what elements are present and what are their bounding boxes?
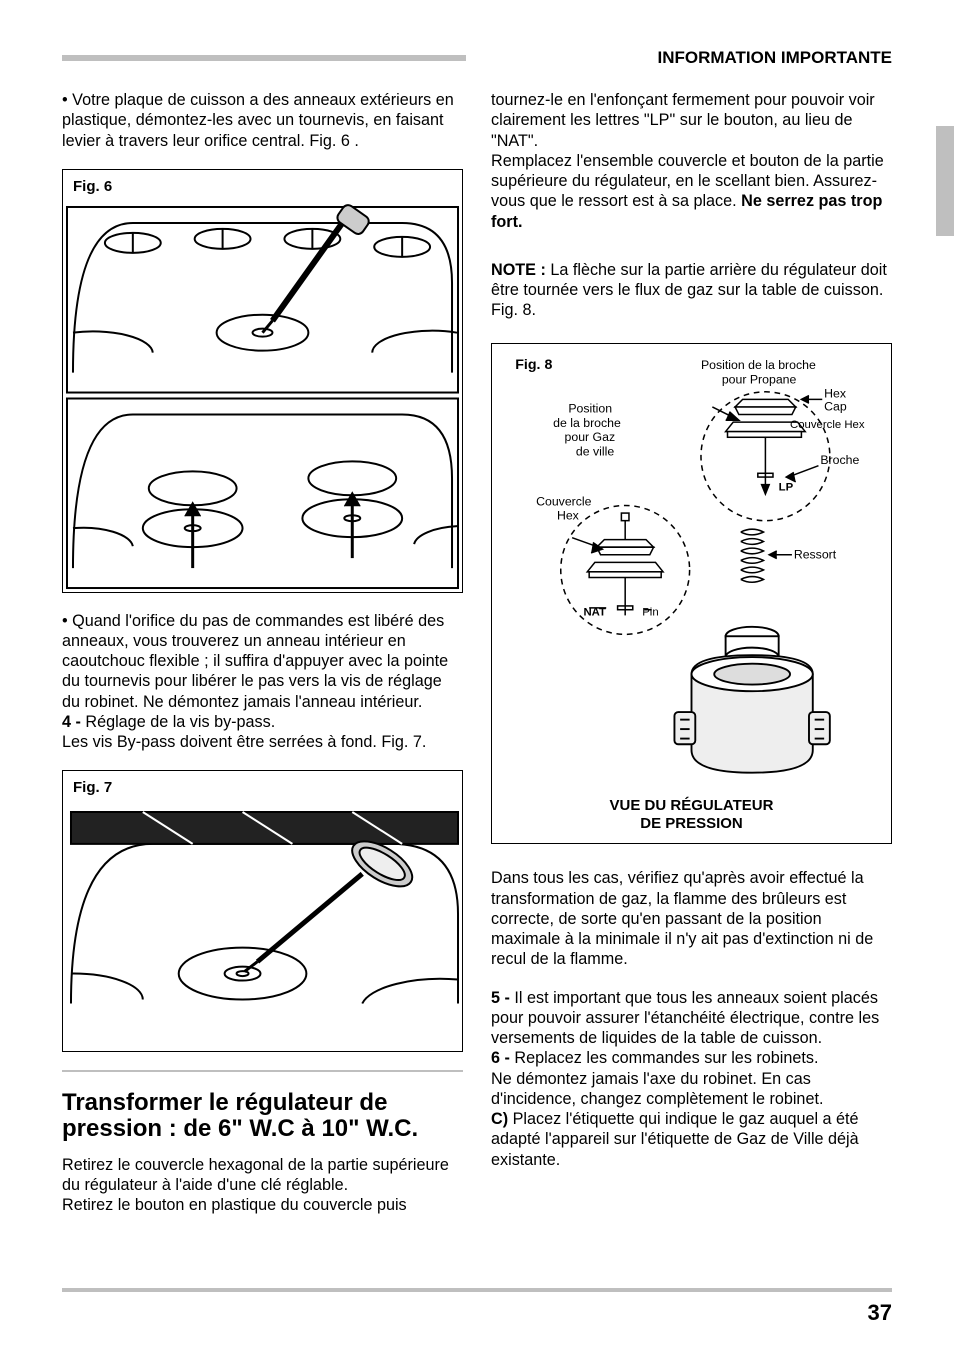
fig6-illustration	[63, 203, 462, 592]
figure-8: Fig. 8 Position de la broche pour Propan…	[491, 343, 892, 845]
right-note: NOTE : La flèche sur la partie arrière d…	[491, 260, 892, 321]
fig8-illustration: Fig. 8 Position de la broche pour Propan…	[502, 352, 881, 788]
right-column: tournez-le en l'enfonçant fermement pour…	[491, 90, 892, 1216]
right-p4: 5 - Il est important que tous les anneau…	[491, 988, 892, 1049]
svg-text:de ville: de ville	[576, 444, 614, 458]
right-p6: Ne démontez jamais l'axe du robinet. En …	[491, 1069, 892, 1110]
fig6-label: Fig. 6	[63, 178, 462, 197]
svg-text:pour Propane: pour Propane	[722, 372, 797, 386]
side-tab	[936, 126, 954, 236]
page-number: 37	[868, 1300, 892, 1326]
svg-text:pour Gaz: pour Gaz	[565, 430, 616, 444]
svg-text:LP: LP	[779, 481, 794, 493]
left-p3: 4 - Réglage de la vis by-pass.	[62, 712, 463, 732]
right-p1: tournez-le en l'enfonçant fermement pour…	[491, 90, 892, 151]
right-p3: Dans tous les cas, vérifiez qu'après avo…	[491, 868, 892, 969]
left-p4: Les vis By-pass doivent être serrées à f…	[62, 732, 463, 752]
header-title: INFORMATION IMPORTANTE	[657, 48, 892, 68]
footer-rule	[62, 1288, 892, 1292]
header-rule-left	[62, 55, 466, 61]
svg-text:Couvercle Hex: Couvercle Hex	[790, 418, 865, 430]
svg-text:de la broche: de la broche	[553, 415, 621, 429]
section-title: Transformer le régulateur de pression : …	[62, 1090, 463, 1140]
left-p5: Retirez le couvercle hexagonal de la par…	[62, 1155, 463, 1196]
svg-text:Cap: Cap	[824, 399, 847, 413]
figure-7: Fig. 7	[62, 770, 463, 1052]
fig7-label: Fig. 7	[63, 779, 462, 798]
svg-text:Position: Position	[568, 401, 612, 415]
svg-text:Broche: Broche	[820, 452, 859, 466]
figure-6: Fig. 6	[62, 169, 463, 593]
right-p5: 6 - Replacez les commandes sur les robin…	[491, 1048, 892, 1068]
left-p6: Retirez le bouton en plastique du couver…	[62, 1195, 463, 1215]
fig7-illustration	[63, 804, 462, 1051]
svg-text:Pin: Pin	[642, 606, 658, 618]
svg-text:Hex: Hex	[824, 386, 847, 400]
svg-text:NAT: NAT	[583, 606, 606, 618]
left-p2: • Quand l'orifice du pas de commandes es…	[62, 611, 463, 712]
right-p2: Remplacez l'ensemble couvercle et bouton…	[491, 151, 892, 232]
right-p7: C) Placez l'étiquette qui indique le gaz…	[491, 1109, 892, 1170]
left-p1: • Votre plaque de cuisson a des anneaux …	[62, 90, 463, 151]
section-rule	[62, 1070, 463, 1072]
svg-text:Hex: Hex	[557, 508, 580, 522]
svg-text:Couvercle: Couvercle	[536, 494, 592, 508]
fig8-caption: VUE DU RÉGULATEURDE PRESSION	[502, 797, 881, 833]
fig8-label: Fig. 8	[515, 357, 552, 373]
svg-text:Ressort: Ressort	[794, 547, 837, 561]
left-column: • Votre plaque de cuisson a des anneaux …	[62, 90, 463, 1216]
svg-text:Position de la broche: Position de la broche	[701, 358, 816, 372]
